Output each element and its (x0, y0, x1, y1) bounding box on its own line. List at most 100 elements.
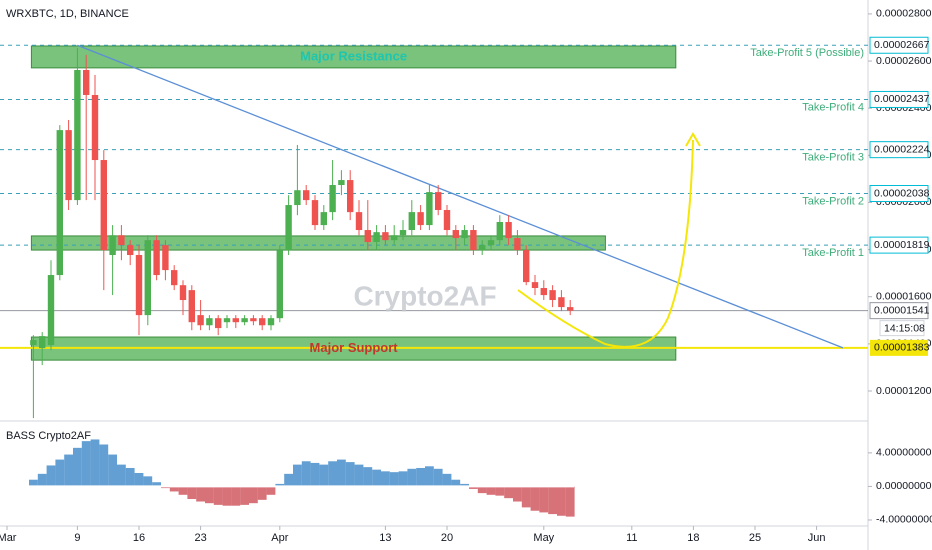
candle-body (417, 212, 424, 226)
indicator-bar (37, 473, 47, 487)
indicator-bar (513, 486, 522, 502)
indicator-bar (284, 473, 293, 487)
candle-body (461, 230, 468, 239)
y-tick-label: 0.00002800 (876, 8, 932, 20)
candle-body (267, 318, 275, 326)
y-tick-label: 0.00002600 (876, 55, 932, 67)
price-label: 0.00002224 (874, 143, 930, 155)
y-tick-label: 0.00001200 (876, 385, 932, 397)
indicator-bar (504, 486, 513, 499)
candle-body (171, 270, 178, 286)
candle-body (162, 245, 169, 271)
indicator-bar (328, 461, 337, 487)
projection-curve (517, 139, 694, 348)
x-tick-label: 23 (194, 532, 206, 544)
candle-body (39, 336, 46, 349)
candle-body (540, 288, 547, 296)
indicator-bar (398, 471, 408, 487)
indicator-bar (539, 486, 549, 513)
candle-body (65, 130, 72, 201)
price-label-box (869, 185, 929, 203)
indicator-bar (117, 464, 126, 487)
indicator-tick-label: 4.00000000 (876, 447, 932, 459)
indicator-title: BASS Crypto2AF (6, 430, 91, 442)
indicator-bar (55, 459, 65, 487)
indicator-bar (152, 482, 161, 487)
indicator-bar (231, 486, 241, 506)
x-tick-label: Mar (0, 532, 17, 544)
candle-body (100, 160, 107, 251)
chart-title: WRXBTC, 1D, BINANCE (6, 8, 129, 20)
countdown-label: 14:15:08 (884, 322, 925, 334)
indicator-bar (433, 468, 443, 487)
candle-body (320, 212, 327, 226)
indicator-bar (442, 473, 452, 487)
marks-layer (5, 48, 575, 517)
candle-body (364, 230, 371, 243)
indicator-bar (565, 486, 575, 517)
indicator-bar (169, 486, 179, 492)
indicator-bar (134, 473, 144, 487)
zone (30, 235, 606, 251)
indicator-bar (81, 441, 91, 487)
price-label: 0.00001819 (874, 239, 930, 251)
candle-body (91, 94, 99, 161)
candle-body (285, 205, 292, 251)
indicator-bar (521, 486, 531, 508)
candle-body (329, 185, 336, 213)
x-tick-label: 16 (133, 532, 145, 544)
indicator-bar (337, 459, 346, 487)
candle-body (382, 232, 389, 241)
candle-body (223, 318, 231, 323)
price-label-box (869, 36, 929, 54)
current-price-box (869, 302, 929, 320)
indicator-bar (196, 486, 205, 502)
indicator-tick-label: 0.00000000 (876, 480, 932, 492)
candle-body (338, 180, 345, 186)
indicator-bar (90, 439, 100, 487)
candle-body (452, 230, 459, 239)
candle-body (250, 318, 257, 322)
x-tick-label: May (533, 532, 554, 544)
candle-body (188, 290, 195, 323)
candle-body (391, 235, 398, 241)
candle-body (303, 190, 310, 201)
indicator-bar (548, 486, 557, 515)
watermark: Crypto2AF (353, 280, 496, 311)
support-label: 0.00001383 (874, 342, 930, 354)
indicator-bar (64, 454, 73, 487)
indicator-bar (213, 486, 223, 505)
indicator-bar (416, 467, 425, 487)
price-label-box (869, 236, 929, 254)
indicator-tick-label: -4.00000000 (876, 514, 932, 526)
candle-body (294, 190, 301, 206)
candle-body (558, 297, 565, 308)
indicator-bar (389, 472, 399, 487)
candle-body (232, 318, 239, 323)
indicator-bar (187, 486, 197, 499)
x-tick-label: 9 (74, 532, 80, 544)
candle-body (118, 235, 125, 246)
zone-label: Major Support (310, 340, 399, 355)
candle-body (215, 318, 222, 329)
candle-body (83, 70, 90, 95)
candle-body (135, 255, 143, 316)
candle-body (479, 245, 486, 251)
indicator-bar (530, 486, 540, 511)
indicator-bar (407, 468, 417, 487)
indicator-bar (495, 486, 505, 496)
indicator-bar (99, 444, 109, 487)
indicator-bar (486, 486, 496, 495)
indicator-bar (425, 466, 434, 487)
price-label-box (869, 90, 929, 108)
indicator-bar (345, 462, 355, 487)
indicator-bar (178, 486, 188, 495)
indicator-bar (240, 486, 249, 505)
candle-body (206, 318, 213, 326)
indicator-bar (73, 447, 82, 487)
indicator-bar (29, 479, 38, 487)
candle-body (153, 240, 160, 276)
price-label-box (869, 141, 929, 159)
take-profit-label: Take-Profit 5 (Possible) (750, 47, 864, 59)
